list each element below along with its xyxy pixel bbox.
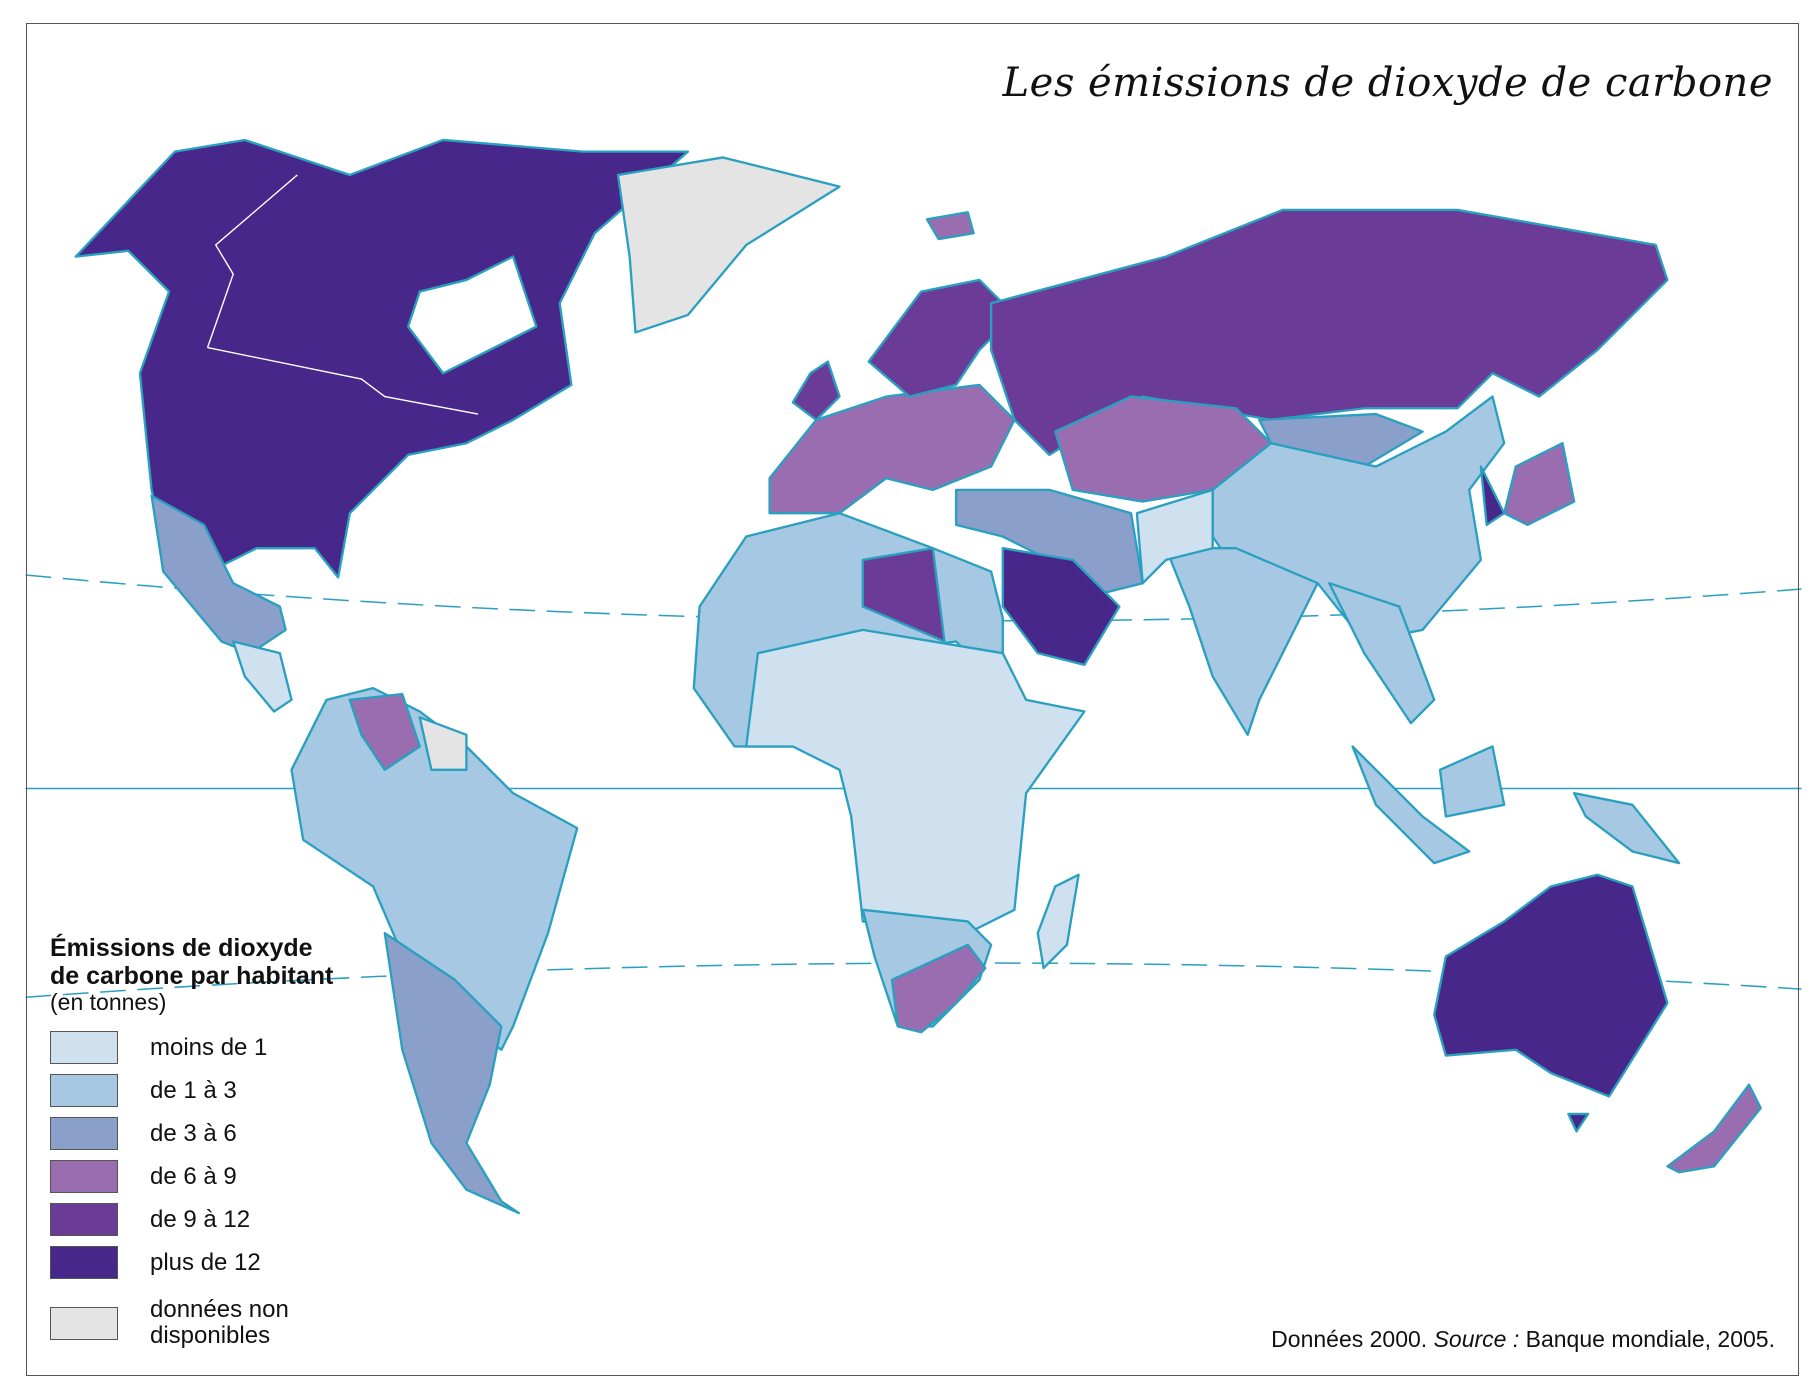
country-venezuela: [348, 692, 421, 771]
country-south-africa: [890, 943, 987, 1034]
legend-title-line2: de carbone par habitant: [50, 962, 334, 990]
source-year: Données 2000.: [1271, 1326, 1428, 1352]
country-tasmania: [1567, 1112, 1590, 1133]
legend-label: disponibles: [150, 1322, 271, 1349]
legend-label: plus de 12: [150, 1248, 261, 1276]
legend-title-line1: Émissions de dioxyde: [50, 934, 313, 962]
country-argentina-chile: [383, 931, 521, 1215]
legend-label: de 6 à 9: [150, 1162, 237, 1190]
legend-item: moins de 1: [50, 1026, 333, 1069]
source-text: Banque mondiale, 2005.: [1525, 1326, 1775, 1352]
country-saudi-arabia: [1001, 547, 1121, 667]
country-borneo: [1438, 745, 1506, 818]
legend-label: de 1 à 3: [150, 1076, 237, 1104]
country-madagascar: [1036, 873, 1080, 970]
legend-swatch: [50, 1031, 118, 1064]
country-hudson-bay: [406, 255, 538, 375]
legend-swatch: [50, 1203, 118, 1236]
legend-item: de 3 à 6: [50, 1112, 333, 1155]
legend: Émissions de dioxyde de carbone par habi…: [50, 934, 333, 1354]
country-australia: [1433, 873, 1669, 1098]
country-libya: [861, 547, 946, 643]
country-central-africa: [745, 628, 1086, 935]
country-guyana: [418, 716, 468, 771]
country-india: [1164, 547, 1319, 736]
country-united-kingdom: [791, 360, 841, 422]
source-label: Source :: [1433, 1326, 1520, 1352]
legend-label: de 9 à 12: [150, 1205, 251, 1233]
country-greenland: [616, 156, 841, 334]
legend-label: moins de 1: [150, 1033, 268, 1061]
legend-swatch: [50, 1246, 118, 1279]
map-frame: [26, 23, 1799, 1376]
legend-item-no-data: données non disponibles: [50, 1292, 333, 1354]
legend-label: de 3 à 6: [150, 1119, 237, 1147]
legend-swatch: [50, 1117, 118, 1150]
country-mexico: [150, 494, 287, 655]
legend-swatch: [50, 1306, 118, 1340]
legend-item: de 6 à 9: [50, 1155, 333, 1198]
country-papua: [1572, 791, 1681, 865]
legend-item: de 9 à 12: [50, 1198, 333, 1241]
legend-unit: (en tonnes): [50, 989, 167, 1015]
country-new-zealand: [1666, 1083, 1762, 1174]
legend-label: données non: [150, 1296, 289, 1323]
map-title: Les émissions de dioxyde de carbone: [1002, 60, 1773, 106]
country-iceland: [925, 211, 975, 241]
border-alaska: [206, 174, 298, 348]
country-russia: [989, 208, 1669, 457]
tropic-of-cancer-line: [25, 574, 1802, 622]
country-central-asia: [1135, 488, 1214, 585]
country-southeast-asia: [1328, 582, 1436, 725]
legend-item: plus de 12: [50, 1241, 333, 1284]
country-japan: [1503, 442, 1576, 527]
country-central-america: [232, 640, 293, 713]
country-sumatra-java: [1351, 745, 1471, 865]
border-canada-usa: [207, 346, 479, 415]
legend-swatch: [50, 1074, 118, 1107]
legend-item: de 1 à 3: [50, 1069, 333, 1112]
legend-swatch: [50, 1160, 118, 1193]
country-north-america: [74, 138, 690, 579]
country-europe: [768, 383, 1016, 515]
source-note: Données 2000. Source : Banque mondiale, …: [1271, 1326, 1775, 1353]
country-korea: [1479, 465, 1506, 527]
